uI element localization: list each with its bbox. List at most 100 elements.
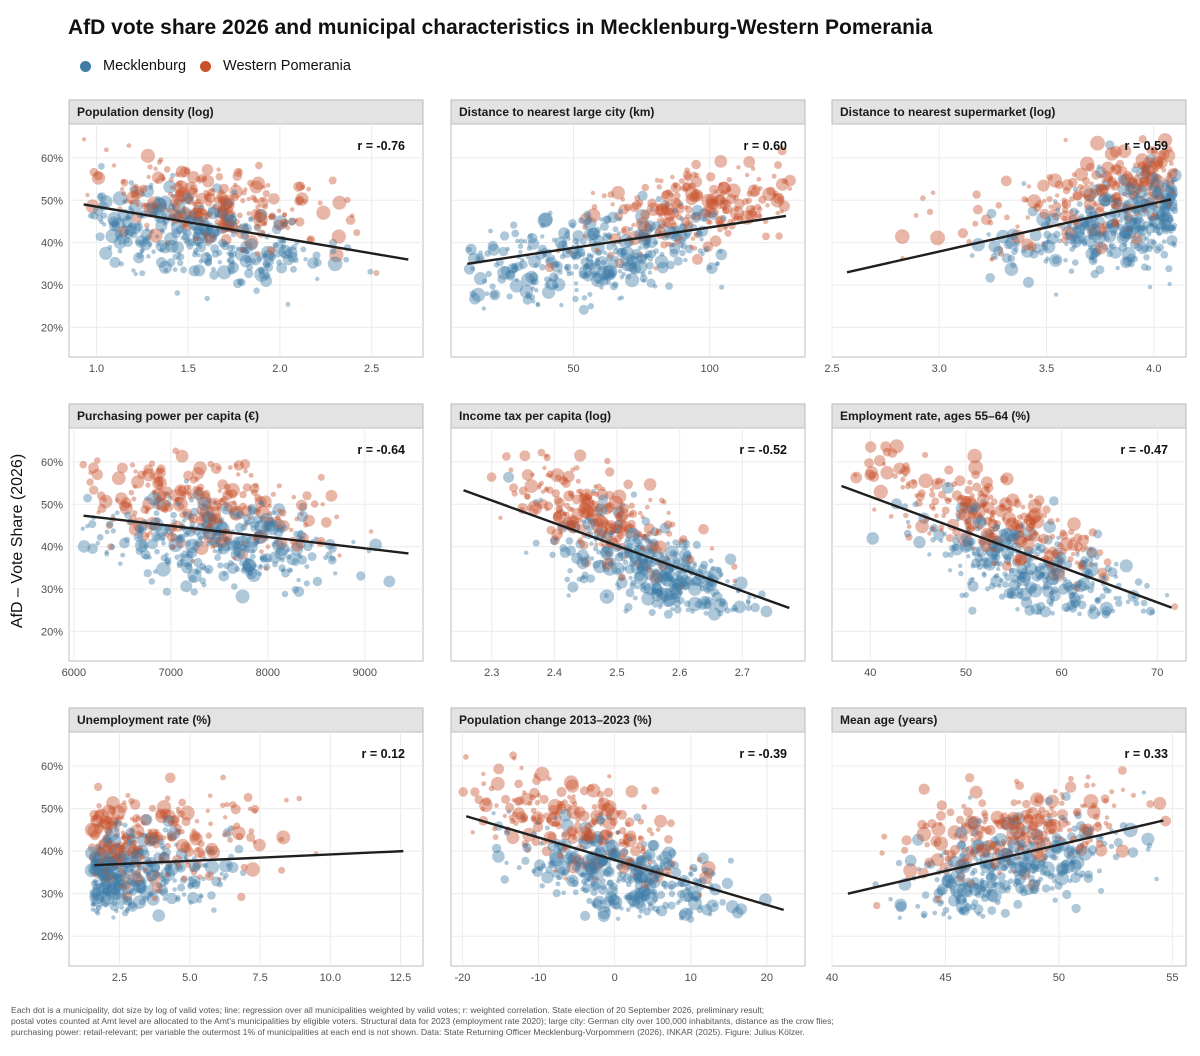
point-mecklenburg xyxy=(176,535,184,544)
point-western-pomerania xyxy=(213,531,218,537)
point-western-pomerania xyxy=(175,538,186,549)
point-mecklenburg xyxy=(1038,249,1045,256)
point-mecklenburg xyxy=(1088,245,1093,251)
point-western-pomerania xyxy=(253,531,267,544)
point-mecklenburg xyxy=(172,878,177,883)
point-mecklenburg xyxy=(1151,239,1156,245)
point-mecklenburg xyxy=(1091,248,1098,255)
point-western-pomerania xyxy=(1111,184,1116,189)
facet-4: Purchasing power per capita (€)20%30%40%… xyxy=(41,403,424,679)
point-western-pomerania xyxy=(1049,533,1056,540)
point-mecklenburg xyxy=(678,242,685,248)
point-western-pomerania xyxy=(306,186,311,192)
point-western-pomerania xyxy=(213,500,218,505)
point-mecklenburg xyxy=(638,872,649,883)
point-mecklenburg xyxy=(203,235,208,240)
point-mecklenburg xyxy=(710,871,716,877)
point-mecklenburg xyxy=(534,287,539,293)
point-western-pomerania xyxy=(1158,133,1173,148)
point-mecklenburg xyxy=(1149,178,1164,193)
y-tick-label: 40% xyxy=(41,542,63,554)
point-western-pomerania xyxy=(690,189,704,202)
y-tick-label: 40% xyxy=(41,238,63,250)
point-western-pomerania xyxy=(103,842,109,848)
point-mecklenburg xyxy=(988,240,1001,253)
point-mecklenburg xyxy=(549,551,556,558)
point-western-pomerania xyxy=(199,504,215,519)
point-mecklenburg xyxy=(1098,186,1103,191)
point-mecklenburg xyxy=(1043,520,1056,534)
point-western-pomerania xyxy=(701,193,716,209)
point-western-pomerania xyxy=(115,492,128,505)
point-mecklenburg xyxy=(161,851,167,856)
point-mecklenburg xyxy=(144,496,149,501)
point-western-pomerania xyxy=(131,475,145,489)
point-western-pomerania xyxy=(163,166,171,173)
x-tick-label: 2.5 xyxy=(364,363,379,375)
point-western-pomerania xyxy=(210,513,222,525)
point-western-pomerania xyxy=(966,526,972,531)
point-western-pomerania xyxy=(194,818,200,824)
point-western-pomerania xyxy=(694,191,703,200)
point-mecklenburg xyxy=(1141,206,1147,212)
x-tick-label: 60 xyxy=(1055,667,1067,679)
point-western-pomerania xyxy=(655,203,664,211)
point-mecklenburg xyxy=(1152,225,1161,234)
point-mecklenburg xyxy=(205,230,211,236)
point-mecklenburg xyxy=(297,554,303,559)
point-mecklenburg xyxy=(1168,217,1174,223)
point-western-pomerania xyxy=(255,204,260,210)
point-western-pomerania xyxy=(665,189,672,196)
point-mecklenburg xyxy=(607,562,614,568)
point-mecklenburg xyxy=(1090,184,1103,196)
point-western-pomerania xyxy=(1070,536,1075,542)
point-mecklenburg xyxy=(303,257,308,262)
point-western-pomerania xyxy=(118,867,125,874)
point-mecklenburg xyxy=(1132,216,1145,230)
point-western-pomerania xyxy=(1084,534,1090,540)
point-mecklenburg xyxy=(165,560,171,566)
point-mecklenburg xyxy=(199,577,207,585)
x-tick-label: 100 xyxy=(701,363,719,375)
point-mecklenburg xyxy=(599,285,604,290)
point-mecklenburg xyxy=(263,272,271,280)
point-mecklenburg xyxy=(1135,185,1148,198)
point-mecklenburg xyxy=(114,230,123,239)
point-western-pomerania xyxy=(205,808,210,813)
point-mecklenburg xyxy=(171,519,177,525)
point-western-pomerania xyxy=(155,496,161,502)
point-western-pomerania xyxy=(233,182,238,187)
point-mecklenburg xyxy=(986,232,991,237)
point-mecklenburg xyxy=(1004,573,1012,582)
point-mecklenburg xyxy=(260,512,274,526)
point-mecklenburg xyxy=(1163,179,1170,186)
point-mecklenburg xyxy=(670,607,675,612)
point-mecklenburg xyxy=(638,221,653,237)
point-mecklenburg xyxy=(1083,188,1097,202)
point-mecklenburg xyxy=(114,843,121,849)
point-mecklenburg xyxy=(1106,218,1120,231)
point-western-pomerania xyxy=(251,176,265,190)
point-western-pomerania xyxy=(574,449,587,462)
point-western-pomerania xyxy=(664,202,671,208)
point-western-pomerania xyxy=(590,190,596,196)
point-western-pomerania xyxy=(302,198,307,204)
point-western-pomerania xyxy=(1067,556,1074,563)
point-western-pomerania xyxy=(145,506,151,512)
point-mecklenburg xyxy=(1087,223,1101,237)
point-mecklenburg xyxy=(639,274,648,283)
point-mecklenburg xyxy=(248,217,254,223)
x-tick-label: 3.0 xyxy=(932,363,947,375)
legend-item-mecklenburg: Mecklenburg xyxy=(80,58,186,74)
point-mecklenburg xyxy=(659,251,665,257)
point-western-pomerania xyxy=(1134,178,1144,187)
point-mecklenburg xyxy=(217,260,222,265)
point-western-pomerania xyxy=(220,774,227,781)
point-western-pomerania xyxy=(641,534,648,540)
point-mecklenburg xyxy=(551,237,557,243)
point-mecklenburg xyxy=(557,269,563,275)
point-mecklenburg xyxy=(1145,173,1158,186)
point-mecklenburg xyxy=(217,542,222,548)
point-western-pomerania xyxy=(1112,191,1121,201)
point-mecklenburg xyxy=(230,511,235,516)
